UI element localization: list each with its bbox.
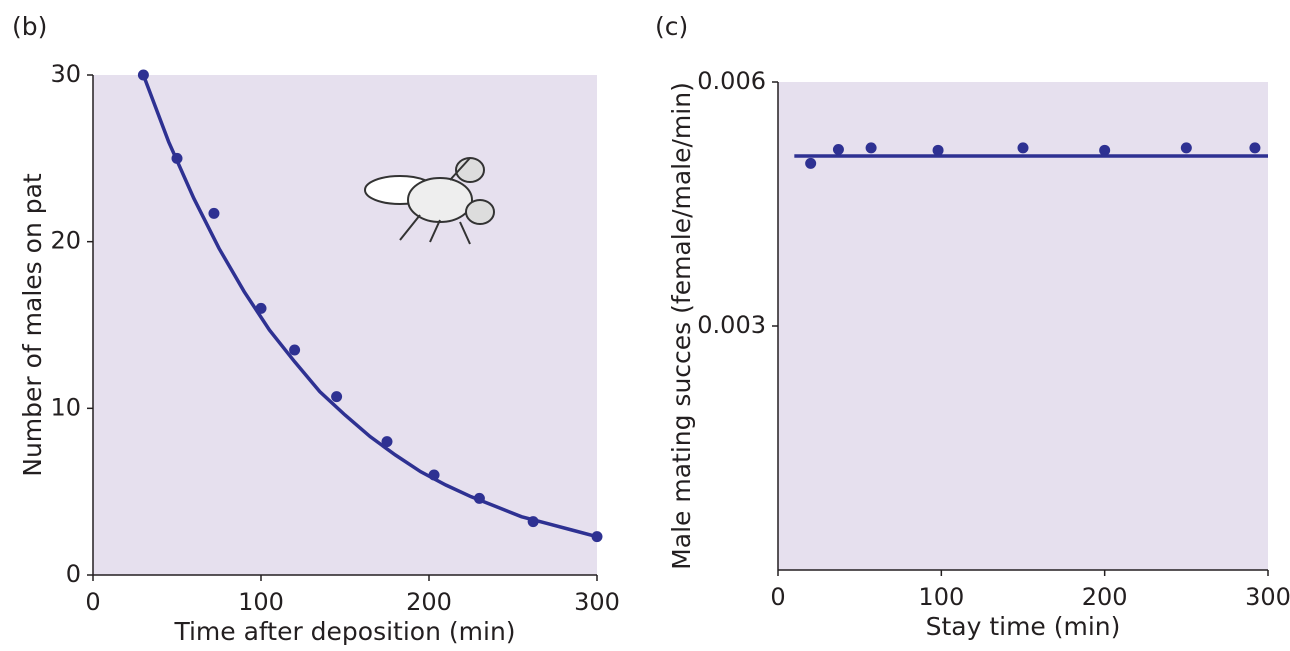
data-point	[805, 157, 817, 169]
fly-illustration	[364, 157, 495, 245]
data-point	[1249, 142, 1261, 154]
data-point	[832, 144, 844, 156]
data-point	[208, 207, 220, 219]
plot-background	[93, 75, 597, 575]
x-tick-label: 300	[1245, 583, 1290, 611]
y-axis-label: Male mating succes (female/male/min)	[667, 82, 696, 570]
fit-line	[141, 74, 598, 539]
y-tick-label: 0	[66, 560, 81, 588]
x-tick-label: 0	[85, 588, 100, 616]
panel-label: (c)	[655, 12, 688, 41]
plot-background	[778, 82, 1268, 570]
x-axis-label: Time after deposition (min)	[173, 617, 515, 646]
x-tick-label: 100	[238, 588, 284, 616]
data-point	[1180, 142, 1192, 154]
data-point	[1017, 142, 1029, 154]
y-tick-label: 0.003	[697, 311, 766, 339]
x-tick-label: 300	[574, 588, 620, 616]
x-tick-label: 200	[406, 588, 452, 616]
data-point	[331, 391, 343, 403]
y-tick-label: 30	[50, 60, 81, 88]
data-point	[381, 436, 393, 448]
y-tick-label: 20	[50, 227, 81, 255]
y-tick-label: 0.006	[697, 67, 766, 95]
x-tick-label: 0	[770, 583, 785, 611]
chart-panel: 0 100 200 300 0 10 20 30(b) Time after depositio…	[12, 12, 620, 646]
chart-panel: 0 100 200 300 0.003 0.006 (c) Stay time (min) Ma…	[655, 12, 1290, 641]
data-point	[865, 142, 877, 154]
data-point	[1099, 144, 1111, 156]
x-axis-label: Stay time (min)	[926, 612, 1121, 641]
data-point	[289, 344, 301, 356]
x-tick-label: 200	[1082, 583, 1128, 611]
panel-label: (b)	[12, 12, 47, 41]
y-axis-label: Number of males on pat	[18, 173, 47, 477]
data-point	[932, 144, 944, 156]
y-tick-label: 10	[50, 393, 81, 421]
x-tick-label: 100	[918, 583, 964, 611]
